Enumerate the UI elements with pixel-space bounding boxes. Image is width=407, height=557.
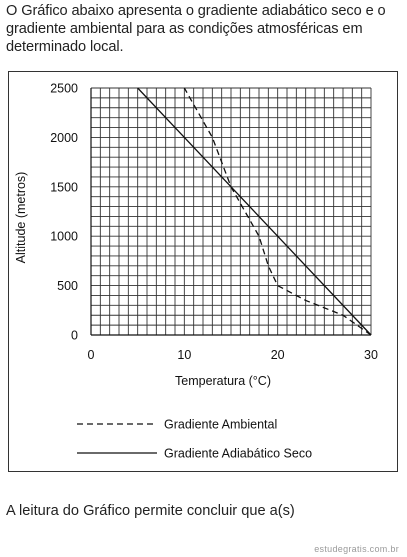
y-tick-label: 2000 <box>50 131 78 145</box>
y-tick-label: 500 <box>57 279 78 293</box>
chart-grid <box>90 87 372 336</box>
y-tick-label: 2500 <box>50 82 78 96</box>
x-tick-label: 10 <box>177 348 191 362</box>
x-tick-label: 20 <box>271 348 285 362</box>
series-line-gradiente-adiabatico-seco <box>137 87 372 336</box>
series-line-gradiente-ambiental <box>183 87 372 336</box>
x-tick-label: 0 <box>88 348 95 362</box>
chart-legend: Gradiente Ambiental Gradiente Adiabático … <box>77 418 312 461</box>
chart-series <box>137 87 372 336</box>
y-tick-label: 0 <box>71 329 78 343</box>
chart-frame: 0 500 1000 1500 2000 2500 0 10 20 30 Temperatura (… <box>8 71 398 472</box>
question-text: A leitura do Gráfico permite concluir qu… <box>6 503 295 519</box>
x-tick-label: 30 <box>364 348 378 362</box>
watermark: estudegratis.com.br <box>314 544 399 554</box>
legend-label: Gradiente Adiabático Seco <box>164 447 312 461</box>
y-tick-label: 1000 <box>50 230 78 244</box>
y-tick-label: 1500 <box>50 180 78 194</box>
chart-axes: 0 500 1000 1500 2000 2500 0 10 20 30 Temperatura (… <box>14 82 378 389</box>
y-axis-label: Altitude (metros) <box>14 172 28 264</box>
altitude-temperature-chart: 0 500 1000 1500 2000 2500 0 10 20 30 Temperatura (… <box>14 82 378 461</box>
intro-text: O Gráfico abaixo apresenta o gradiente a… <box>6 3 386 55</box>
legend-label: Gradiente Ambiental <box>164 418 277 432</box>
x-axis-label: Temperatura (°C) <box>175 374 271 388</box>
